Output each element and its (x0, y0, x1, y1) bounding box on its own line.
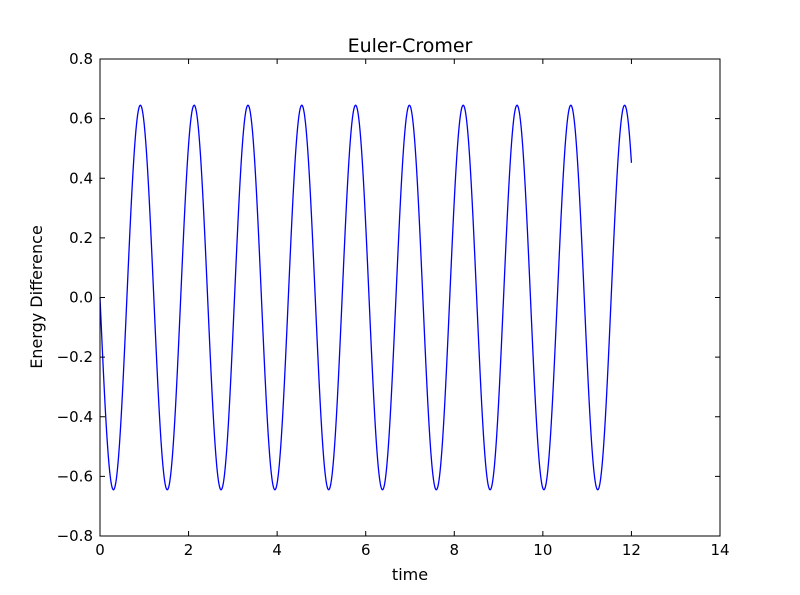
y-tick-label: 0.2 (69, 229, 93, 247)
x-tick-label: 0 (95, 541, 105, 559)
x-tick-label: 2 (184, 541, 194, 559)
chart-title: Euler-Cromer (348, 35, 473, 57)
y-tick-label: 0.0 (69, 289, 93, 307)
y-axis: −0.8 −0.6 −0.4 −0.2 0.0 0.2 0.4 0.6 0.8 (57, 50, 720, 545)
y-axis-label: Energy Difference (27, 225, 46, 369)
x-tick-label: 6 (361, 541, 371, 559)
y-tick-label: 0.8 (69, 50, 93, 68)
y-tick-label: −0.6 (57, 467, 93, 485)
y-tick-label: −0.8 (57, 527, 93, 545)
x-tick-label: 10 (533, 541, 552, 559)
x-tick-label: 12 (622, 541, 641, 559)
series-line-energy-difference (99, 104, 633, 491)
y-tick-label: 0.6 (69, 110, 93, 128)
x-axis: 0 2 4 6 8 10 12 14 (95, 59, 730, 559)
y-tick-label: −0.2 (57, 348, 93, 366)
y-tick-label: −0.4 (57, 408, 93, 426)
x-axis-label: time (392, 565, 428, 584)
x-tick-label: 8 (450, 541, 460, 559)
x-tick-label: 14 (710, 541, 729, 559)
x-tick-label: 4 (272, 541, 282, 559)
y-tick-label: 0.4 (69, 169, 93, 187)
